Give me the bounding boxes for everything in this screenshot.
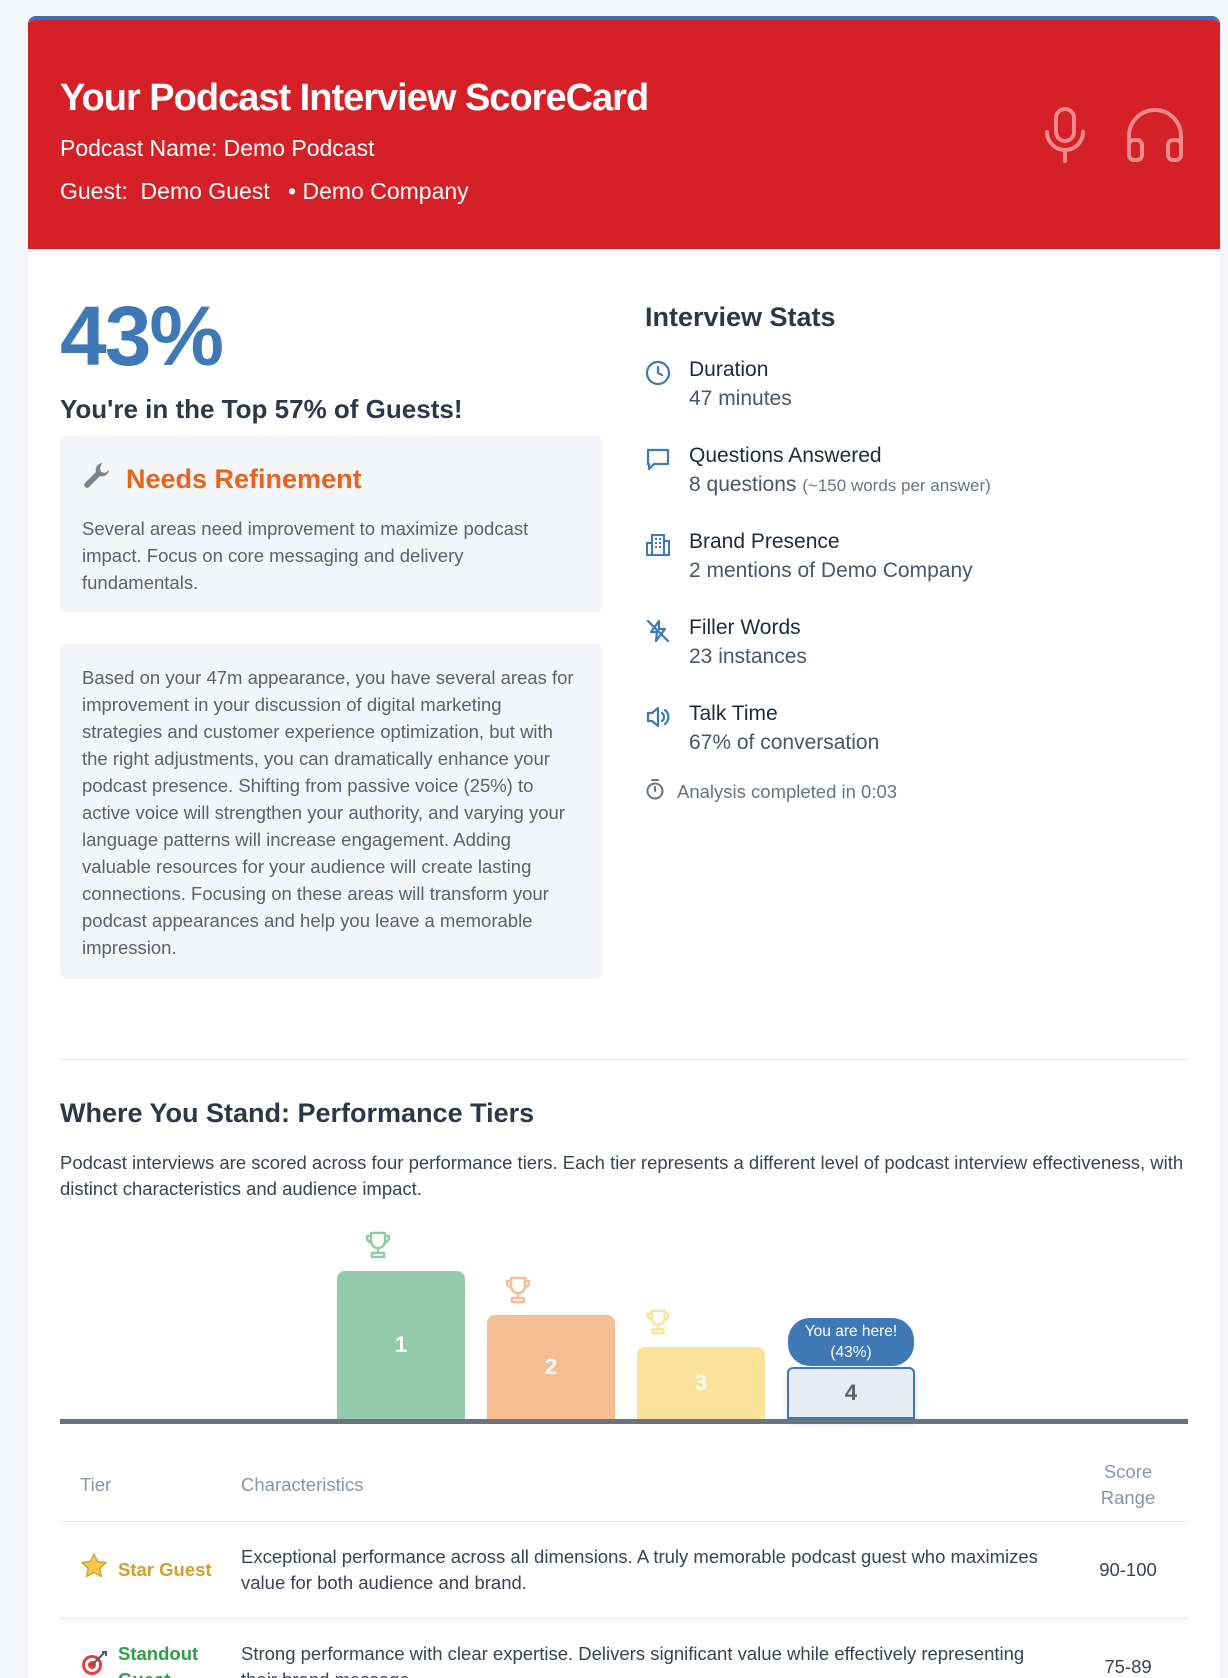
summary-text: Based on your 47m appearance, you have s… [82, 667, 574, 958]
stat-label: Filler Words [689, 616, 801, 639]
you-are-here-label: You are here! [804, 1323, 898, 1340]
stopwatch-icon [645, 778, 665, 805]
stat-label: Brand Presence [689, 530, 840, 553]
status-panel: Needs Refinement Several areas need impr… [60, 436, 603, 612]
stat-duration: Duration 47 minutes [645, 356, 1205, 442]
header-characteristics: Characteristics [241, 1474, 364, 1496]
stat-filler-words: Filler Words 23 instances [645, 614, 1205, 700]
interview-stats: Interview Stats Duration 47 minutes Ques… [645, 300, 1205, 805]
tier-score-range: 90-100 [1068, 1520, 1188, 1618]
tiers-table: Tier Characteristics Score Range Star Gu… [60, 1450, 1188, 1678]
stat-label: Questions Answered [689, 444, 882, 467]
tier-characteristics: Strong performance with clear expertise.… [241, 1617, 1068, 1678]
performance-podium: 1 2 3 4 You are here! (43%) [60, 1225, 1188, 1425]
stat-talk-time: Talk Time 67% of conversation [645, 700, 1205, 786]
wrench-icon [82, 460, 112, 497]
tier-name: Star Guest [118, 1558, 212, 1580]
stat-label: Duration [689, 358, 769, 381]
table-row: Standout Guest Strong performance with c… [60, 1617, 1188, 1678]
analysis-text: Analysis completed in 0:03 [677, 780, 898, 802]
podium-tier-4: 4 [787, 1367, 915, 1419]
podium-tier-1: 1 [337, 1271, 465, 1419]
header-tier: Tier [80, 1474, 112, 1496]
you-are-here-badge: You are here! (43%) [788, 1318, 914, 1366]
target-icon [80, 1649, 108, 1678]
table-header-row: Tier Characteristics Score Range [60, 1450, 1188, 1521]
status-description: Several areas need improvement to maximi… [82, 518, 529, 593]
tier-characteristics: Exceptional performance across all dimen… [241, 1520, 1068, 1618]
tiers-title: Where You Stand: Performance Tiers [60, 1098, 535, 1128]
stat-note: (~150 words per answer) [802, 476, 991, 495]
header-icons [1042, 106, 1186, 164]
table-row: Star Guest Exceptional performance acros… [60, 1520, 1188, 1618]
podium-baseline [60, 1419, 1188, 1424]
analysis-timer: Analysis completed in 0:03 [645, 778, 1205, 805]
microphone-icon [1042, 106, 1088, 164]
guest-label: Guest: [60, 178, 128, 204]
podium-tier-3: 3 [637, 1347, 765, 1419]
star-icon [80, 1552, 108, 1587]
tiers-description: Podcast interviews are scored across fou… [60, 1152, 1184, 1199]
header-score-range: Score Range [1100, 1461, 1156, 1509]
page-title: Your Podcast Interview ScoreCard [60, 77, 649, 119]
trophy-icon [504, 1275, 532, 1310]
stat-value: 67% of conversation [689, 731, 880, 754]
summary-panel: Based on your 47m appearance, you have s… [60, 644, 603, 979]
stat-value: 2 mentions of Demo Company [689, 559, 973, 582]
clock-icon [645, 356, 673, 442]
guest-name: Demo Guest [140, 178, 270, 204]
trophy-icon [645, 1308, 671, 1341]
stat-questions: Questions Answered 8 questions (~150 wor… [645, 442, 1205, 528]
podium-tier-2: 2 [487, 1315, 615, 1419]
separator-dot: • [288, 178, 297, 204]
scorecard-header: Your Podcast Interview ScoreCard Podcast… [28, 20, 1220, 249]
tier-name: Standout Guest [118, 1642, 199, 1678]
stat-value: 47 minutes [689, 387, 792, 410]
guest-line: Guest: Demo Guest • Demo Company [60, 176, 469, 206]
tier-score-range: 75-89 [1068, 1617, 1188, 1678]
you-are-here-percent: (43%) [830, 1344, 872, 1361]
rank-text: You're in the Top 57% of Guests! [60, 394, 463, 424]
status-title: Needs Refinement [126, 463, 362, 494]
speaker-icon [645, 700, 673, 786]
guest-company: Demo Company [302, 178, 469, 204]
stat-label: Talk Time [689, 702, 778, 725]
chat-bubble-icon [645, 442, 673, 528]
building-icon [645, 528, 673, 614]
stat-value: 23 instances [689, 645, 807, 668]
section-divider [60, 1059, 1188, 1060]
stat-value: 8 questions (~150 words per answer) [689, 473, 991, 496]
trophy-icon [364, 1230, 392, 1265]
podcast-name: Demo Podcast [223, 135, 375, 161]
stats-title: Interview Stats [645, 302, 836, 332]
podcast-label: Podcast Name: [60, 135, 218, 161]
headphones-icon [1124, 106, 1186, 164]
filler-words-icon [645, 614, 673, 700]
stat-brand-presence: Brand Presence 2 mentions of Demo Compan… [645, 528, 1205, 614]
scorecard: Your Podcast Interview ScoreCard Podcast… [28, 16, 1220, 1678]
overall-score: 43% [60, 289, 224, 383]
podcast-name-line: Podcast Name: Demo Podcast [60, 133, 375, 163]
